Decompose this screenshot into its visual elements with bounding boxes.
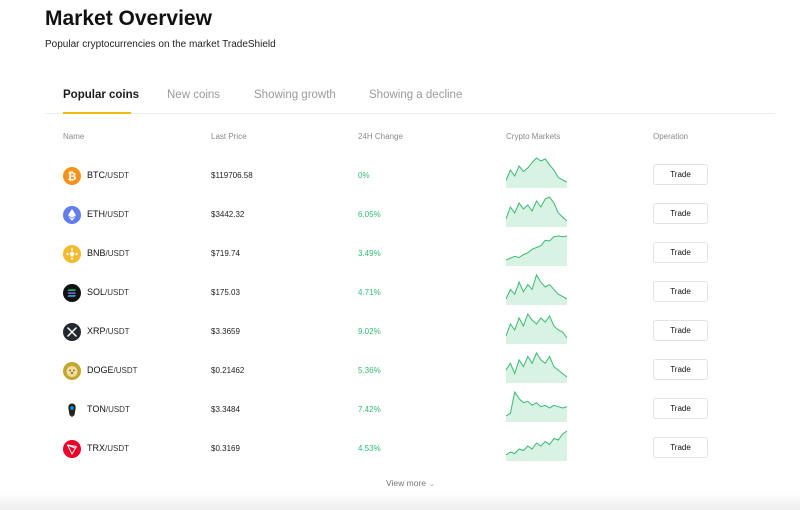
quote-symbol: /USDT xyxy=(105,444,129,453)
base-symbol: XRP xyxy=(87,326,106,336)
base-symbol: BTC xyxy=(87,170,105,180)
toncoin-icon xyxy=(63,401,81,419)
pair-name-ton: TON/USDT xyxy=(87,404,130,414)
quote-symbol: /USDT xyxy=(105,405,130,414)
trade-button-doge[interactable]: Trade xyxy=(653,359,708,380)
change-24h-eth: 6.05% xyxy=(358,210,381,219)
table-row: SOL/USDT $175.03 4.71% Trade xyxy=(45,273,775,320)
base-symbol: TRX xyxy=(87,443,105,453)
base-symbol: TON xyxy=(87,404,106,414)
column-header-operation: Operation xyxy=(653,132,689,141)
tab-popular-coins[interactable]: Popular coins xyxy=(63,89,140,101)
svg-text:₿: ₿ xyxy=(68,171,77,183)
change-24h-bnb: 3.49% xyxy=(358,249,381,258)
last-price-btc: $119706.58 xyxy=(211,171,253,180)
column-header-crypto-markets: Crypto Markets xyxy=(506,132,561,141)
tron-icon xyxy=(63,440,81,458)
column-header-name: Name xyxy=(63,132,85,141)
base-symbol: DOGE xyxy=(87,365,114,375)
trade-button-bnb[interactable]: Trade xyxy=(653,242,708,263)
change-24h-ton: 7.42% xyxy=(358,405,381,414)
tab-showing-decline[interactable]: Showing a decline xyxy=(369,89,463,101)
sparkline-bnb xyxy=(505,234,568,266)
trade-button-eth[interactable]: Trade xyxy=(653,203,708,224)
market-tabs: Popular coins New coins Showing growth S… xyxy=(45,81,775,114)
bnb-icon xyxy=(63,245,81,263)
base-symbol: BNB xyxy=(87,248,106,258)
pair-name-sol: SOL/USDT xyxy=(87,287,129,297)
quote-symbol: /USDT xyxy=(105,171,129,180)
sparkline-trx xyxy=(505,429,568,461)
base-symbol: ETH xyxy=(87,209,105,219)
view-more-label: View more xyxy=(386,478,426,488)
change-24h-xrp: 9.02% xyxy=(358,327,381,336)
last-price-ton: $3.3484 xyxy=(211,405,240,414)
ethereum-icon xyxy=(63,206,81,224)
trade-button-btc[interactable]: Trade xyxy=(653,164,708,185)
trade-button-sol[interactable]: Trade xyxy=(653,281,708,302)
base-symbol: SOL xyxy=(87,287,106,297)
change-24h-sol: 4.71% xyxy=(358,288,381,297)
table-row: TON/USDT $3.3484 7.42% Trade xyxy=(45,390,775,437)
dogecoin-icon xyxy=(63,362,81,380)
sparkline-sol xyxy=(505,273,568,305)
pair-name-eth: ETH/USDT xyxy=(87,209,129,219)
change-24h-trx: 4.53% xyxy=(358,444,381,453)
last-price-doge: $0.21462 xyxy=(211,366,245,375)
last-price-xrp: $3.3659 xyxy=(211,327,240,336)
sparkline-doge xyxy=(505,351,568,383)
sparkline-btc xyxy=(505,156,568,188)
active-tab-indicator xyxy=(63,112,131,114)
pair-name-xrp: XRP/USDT xyxy=(87,326,130,336)
pair-name-trx: TRX/USDT xyxy=(87,443,129,453)
quote-symbol: /USDT xyxy=(113,366,138,375)
table-row: DOGE/USDT $0.21462 5.36% Trade xyxy=(45,351,775,398)
sparkline-xrp xyxy=(505,312,568,344)
solana-icon xyxy=(63,284,81,302)
table-row: BNB/USDT $719.74 3.49% Trade xyxy=(45,235,775,281)
xrp-icon xyxy=(63,323,81,341)
page-subtitle: Popular cryptocurrencies on the market T… xyxy=(45,39,276,50)
quote-symbol: /USDT xyxy=(105,288,130,297)
quote-symbol: /USDT xyxy=(105,249,130,258)
column-header-last-price: Last Price xyxy=(211,132,247,141)
pair-name-bnb: BNB/USDT xyxy=(87,248,130,258)
tab-new-coins[interactable]: New coins xyxy=(167,89,221,101)
trade-button-xrp[interactable]: Trade xyxy=(653,320,708,341)
pair-name-btc: BTC/USDT xyxy=(87,170,129,180)
change-24h-doge: 5.36% xyxy=(358,366,381,375)
table-row: ETH/USDT $3442.32 6.05% Trade xyxy=(45,196,775,242)
quote-symbol: /USDT xyxy=(105,210,129,219)
bottom-fade xyxy=(0,492,800,510)
table-row: ₿ BTC/USDT $119706.58 0% Trade xyxy=(45,157,775,203)
change-24h-btc: 0% xyxy=(358,171,370,180)
sparkline-eth xyxy=(505,195,568,227)
trade-button-trx[interactable]: Trade xyxy=(653,437,708,458)
quote-symbol: /USDT xyxy=(105,327,130,336)
chevron-down-icon: ⌄ xyxy=(429,481,435,488)
view-more-link[interactable]: View more ⌄ xyxy=(386,478,435,488)
table-row: TRX/USDT $0.3169 4.53% Trade xyxy=(45,430,775,476)
page-title: Market Overview xyxy=(45,7,212,30)
column-header-24h-change: 24H Change xyxy=(358,132,403,141)
sparkline-ton xyxy=(505,390,568,422)
last-price-eth: $3442.32 xyxy=(211,210,245,219)
pair-name-doge: DOGE/USDT xyxy=(87,365,138,375)
trade-button-ton[interactable]: Trade xyxy=(653,398,708,419)
last-price-sol: $175.03 xyxy=(211,288,240,297)
last-price-trx: $0.3169 xyxy=(211,444,240,453)
last-price-bnb: $719.74 xyxy=(211,249,240,258)
bitcoin-icon: ₿ xyxy=(63,167,81,185)
table-row: XRP/USDT $3.3659 9.02% Trade xyxy=(45,312,775,359)
tab-showing-growth[interactable]: Showing growth xyxy=(254,89,336,101)
